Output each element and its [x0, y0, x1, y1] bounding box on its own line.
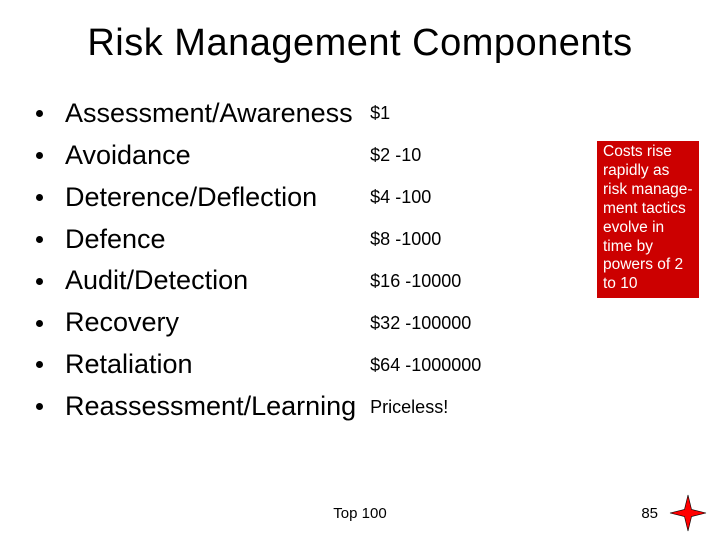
bullet-icon — [36, 194, 43, 201]
bullet-text: Avoidance — [65, 135, 191, 177]
content-row: Assessment/Awareness Avoidance Deterence… — [28, 93, 692, 429]
bullet-text: Retaliation — [65, 344, 193, 386]
list-item: Reassessment/Learning — [30, 386, 356, 428]
list-item: Retaliation — [30, 344, 356, 386]
bullet-list: Assessment/Awareness Avoidance Deterence… — [28, 93, 356, 428]
bullet-text: Recovery — [65, 302, 179, 344]
bullet-text: Audit/Detection — [65, 260, 248, 302]
cost-item: $32 -100000 — [370, 303, 481, 345]
cost-item: $16 -10000 — [370, 261, 481, 303]
bullet-icon — [36, 320, 43, 327]
slide-title: Risk Management Components — [28, 22, 692, 65]
bullet-text: Deterence/Deflection — [65, 177, 317, 219]
star-icon — [668, 493, 708, 533]
list-item: Recovery — [30, 302, 356, 344]
cost-item: $4 -100 — [370, 177, 481, 219]
cost-item: $2 -10 — [370, 135, 481, 177]
page-number: 85 — [641, 505, 658, 522]
cost-callout: Costs rise rapidly as risk manage-ment t… — [597, 141, 699, 298]
cost-item: $8 -1000 — [370, 219, 481, 261]
list-item: Assessment/Awareness — [30, 93, 356, 135]
list-item: Deterence/Deflection — [30, 177, 356, 219]
cost-item: Priceless! — [370, 387, 481, 429]
bullet-icon — [36, 236, 43, 243]
cost-list: $1 $2 -10 $4 -100 $8 -1000 $16 -10000 $3… — [370, 93, 481, 429]
bullet-icon — [36, 152, 43, 159]
bullet-text: Reassessment/Learning — [65, 386, 356, 428]
footer-label: Top 100 — [0, 505, 720, 522]
list-item: Defence — [30, 219, 356, 261]
bullet-icon — [36, 278, 43, 285]
bullet-text: Assessment/Awareness — [65, 93, 353, 135]
bullet-icon — [36, 403, 43, 410]
bullet-icon — [36, 110, 43, 117]
cost-item: $1 — [370, 93, 481, 135]
bullet-text: Defence — [65, 219, 166, 261]
bullet-icon — [36, 361, 43, 368]
list-item: Audit/Detection — [30, 260, 356, 302]
list-item: Avoidance — [30, 135, 356, 177]
cost-item: $64 -1000000 — [370, 345, 481, 387]
